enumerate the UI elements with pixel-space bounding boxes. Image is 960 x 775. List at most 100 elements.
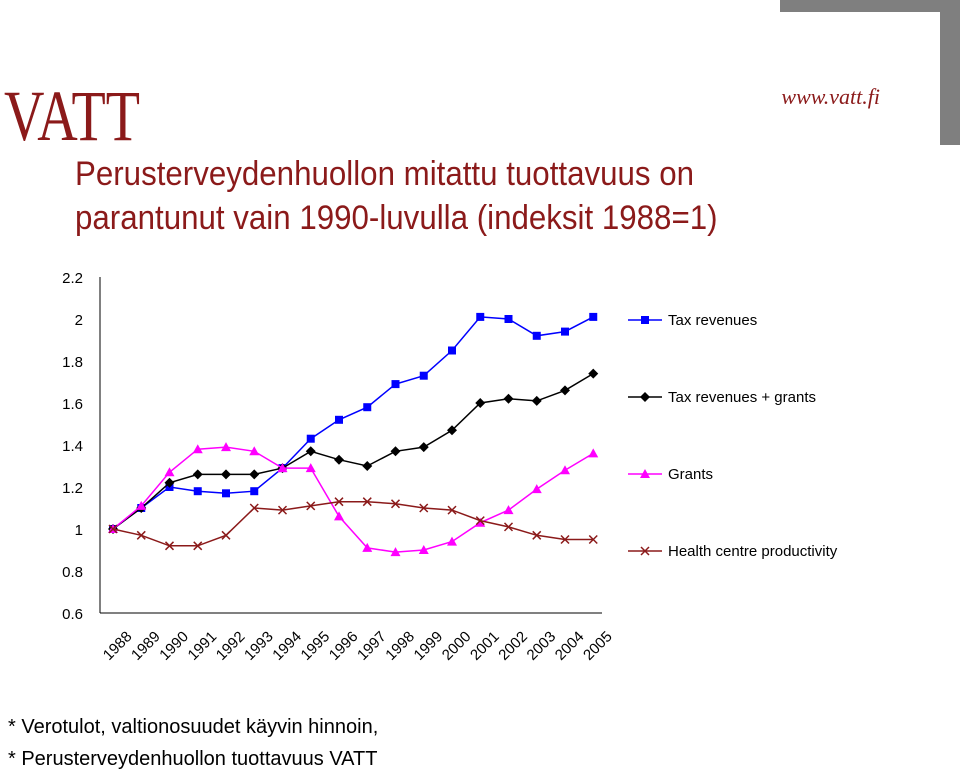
line-chart: 0.60.811.21.41.61.822.219881989199019911… bbox=[62, 270, 838, 664]
data-point bbox=[475, 516, 485, 526]
y-tick-label: 2.2 bbox=[62, 270, 83, 287]
data-point bbox=[108, 524, 118, 534]
x-tick-label: 1990 bbox=[156, 628, 192, 664]
data-point bbox=[560, 385, 570, 396]
data-point bbox=[475, 398, 486, 408]
x-tick-label: 2003 bbox=[524, 628, 560, 664]
data-point bbox=[476, 312, 485, 321]
data-point bbox=[221, 469, 231, 480]
legend-marker bbox=[640, 392, 650, 402]
data-point bbox=[164, 467, 175, 477]
y-tick-label: 1.8 bbox=[62, 354, 83, 371]
x-tick-label: 1989 bbox=[128, 628, 164, 664]
data-point bbox=[222, 489, 230, 498]
x-tick-label: 2004 bbox=[552, 628, 588, 664]
x-tick-label: 2005 bbox=[580, 628, 616, 664]
data-point bbox=[390, 547, 401, 557]
data-point bbox=[334, 497, 344, 507]
legend-marker bbox=[640, 546, 650, 556]
data-point bbox=[193, 541, 203, 551]
data-point bbox=[305, 446, 316, 457]
data-point bbox=[363, 403, 372, 412]
title-line-1: Perusterveydenhuollon mitattu tuottavuus… bbox=[75, 155, 695, 193]
x-tick-label: 2002 bbox=[495, 628, 531, 664]
data-point bbox=[532, 530, 542, 540]
x-tick-label: 2000 bbox=[439, 628, 475, 664]
corner-decoration bbox=[780, 0, 960, 145]
x-tick-label: 1999 bbox=[411, 628, 447, 664]
data-point bbox=[447, 505, 457, 515]
data-point bbox=[503, 505, 514, 515]
y-tick-label: 0.6 bbox=[62, 606, 83, 623]
data-point bbox=[560, 465, 570, 475]
data-point bbox=[419, 371, 428, 380]
data-point bbox=[249, 503, 259, 513]
data-point bbox=[447, 425, 457, 436]
footnote-2: * Perusterveydenhuollon tuottavuus VATT bbox=[8, 748, 378, 770]
y-tick-label: 1 bbox=[75, 522, 83, 539]
data-point bbox=[136, 530, 146, 540]
data-point bbox=[249, 469, 260, 480]
footnote-1: * Verotulot, valtionosuudet käyvin hinno… bbox=[8, 716, 379, 738]
title-line-2: parantunut vain 1990-luvulla (indeksit 1… bbox=[75, 199, 718, 237]
data-point bbox=[306, 434, 315, 443]
x-tick-label: 1998 bbox=[382, 628, 418, 664]
x-tick-label: 1988 bbox=[100, 628, 136, 664]
y-tick-label: 1.6 bbox=[62, 396, 83, 413]
data-point bbox=[448, 346, 456, 355]
x-tick-label: 1991 bbox=[185, 628, 221, 664]
legend-marker bbox=[641, 316, 649, 324]
series-line-1 bbox=[112, 372, 594, 530]
data-point bbox=[504, 315, 513, 323]
data-point bbox=[419, 503, 429, 513]
y-tick-label: 0.8 bbox=[62, 564, 83, 581]
data-point bbox=[192, 444, 203, 454]
data-point bbox=[277, 505, 288, 515]
data-point bbox=[221, 530, 231, 540]
website-url[interactable]: www.vatt.fi bbox=[781, 84, 880, 109]
data-point bbox=[561, 327, 569, 336]
data-point bbox=[164, 541, 175, 551]
data-point bbox=[250, 487, 259, 496]
x-tick-label: 1993 bbox=[241, 628, 277, 664]
data-point bbox=[164, 477, 175, 488]
x-tick-label: 2001 bbox=[467, 628, 503, 664]
x-tick-label: 1996 bbox=[326, 628, 362, 664]
x-tick-label: 1992 bbox=[213, 628, 249, 664]
legend-label: Tax revenues + grants bbox=[668, 389, 816, 406]
data-point bbox=[560, 534, 570, 545]
x-tick-label: 1994 bbox=[269, 628, 305, 664]
series-line-3 bbox=[112, 500, 594, 547]
data-point bbox=[503, 522, 514, 532]
data-point bbox=[249, 446, 260, 456]
y-tick-label: 1.4 bbox=[62, 438, 83, 455]
data-point bbox=[305, 463, 316, 473]
vatt-logo: VATT bbox=[4, 82, 140, 148]
y-tick-label: 2 bbox=[75, 312, 83, 329]
data-point bbox=[192, 469, 203, 480]
x-tick-label: 1997 bbox=[354, 628, 390, 664]
data-point bbox=[531, 395, 542, 406]
svg-text:VATT: VATT bbox=[4, 82, 140, 148]
data-point bbox=[362, 461, 373, 471]
data-point bbox=[334, 454, 344, 465]
data-point bbox=[475, 517, 486, 527]
series-line-0 bbox=[112, 316, 594, 530]
data-point bbox=[334, 511, 344, 521]
data-point bbox=[418, 545, 429, 554]
data-point bbox=[588, 534, 598, 545]
data-point bbox=[390, 499, 401, 509]
x-tick-label: 1995 bbox=[298, 628, 334, 664]
data-point bbox=[503, 393, 514, 404]
data-point bbox=[589, 312, 598, 321]
data-point bbox=[390, 446, 401, 457]
data-point bbox=[136, 500, 147, 510]
data-point bbox=[362, 497, 372, 507]
data-point bbox=[277, 463, 288, 473]
data-point bbox=[306, 501, 316, 511]
legend-label: Grants bbox=[668, 466, 713, 483]
y-tick-label: 1.2 bbox=[62, 480, 83, 497]
legend-marker bbox=[640, 469, 650, 478]
data-point bbox=[447, 536, 457, 546]
data-point bbox=[335, 415, 343, 424]
